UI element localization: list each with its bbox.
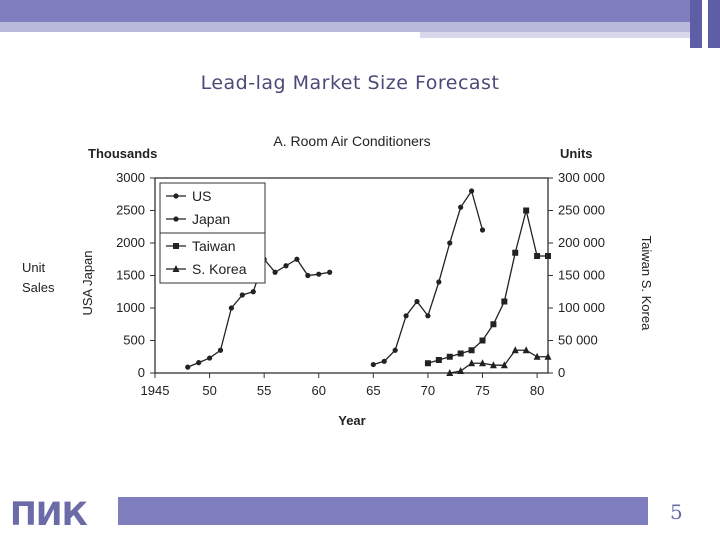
x-tick-label: 55 <box>257 383 271 398</box>
left-tick-label: 2000 <box>116 235 145 250</box>
legend-japan-marker <box>173 216 179 222</box>
air-conditioner-chart: A. Room Air Conditioners Thousands Units… <box>22 133 654 428</box>
right-tick-label: 50 000 <box>558 333 598 348</box>
series-s-korea-point <box>446 369 454 376</box>
series-japan-point <box>414 298 420 305</box>
legend: US Japan Taiwan S. Korea <box>159 182 266 284</box>
series-japan-point <box>447 240 453 246</box>
series-taiwan-point <box>534 253 541 259</box>
series-s-korea-point <box>511 346 519 354</box>
series-s-korea-point <box>500 361 508 369</box>
series-japan-point <box>436 279 442 285</box>
series-us-point <box>196 360 202 366</box>
legend-box-right-axis <box>159 232 266 284</box>
series-us-point <box>239 292 245 298</box>
left-tick-label: 0 <box>138 365 145 380</box>
series-s-korea-point <box>479 359 486 367</box>
series-us-point <box>305 272 311 279</box>
x-tick-label: 70 <box>421 383 435 398</box>
right-tick-label: 100 000 <box>558 300 605 315</box>
slide-title: Lead-lag Market Size Forecast <box>200 72 500 94</box>
series-japan-point <box>403 313 409 319</box>
series-taiwan-point <box>424 360 431 367</box>
series-us-point <box>272 269 278 275</box>
legend-s-korea-label: S. Korea <box>192 261 247 277</box>
series-s-korea-point <box>457 367 465 375</box>
series-taiwan-point <box>501 298 508 305</box>
right-tick-label: 150 000 <box>558 268 605 283</box>
series-us-point <box>206 355 213 361</box>
series-taiwan-line <box>427 210 548 364</box>
legend-taiwan-marker <box>173 243 179 249</box>
series-s-korea-point <box>468 359 476 367</box>
left-tick-label: 1000 <box>116 300 145 315</box>
series-s-korea-point <box>544 352 552 360</box>
x-tick-label: 80 <box>530 383 544 398</box>
series-taiwan-point <box>479 337 486 344</box>
outer-y-label: Unit Sales <box>22 260 55 295</box>
plot-area: 0 500 1000 1500 2000 2500 3000 0 50 000 100 000 15… <box>116 170 605 398</box>
series-us-point <box>217 347 224 353</box>
series-japan-point <box>468 188 475 194</box>
series-taiwan-point <box>468 347 475 354</box>
legend-us-label: US <box>192 188 211 204</box>
x-tick-label: 75 <box>475 383 489 398</box>
series-s-korea-point <box>522 346 530 354</box>
right-side-label: Taiwan S. Korea <box>639 236 654 331</box>
left-tick-label: 3000 <box>116 170 145 185</box>
series-japan-point <box>479 227 486 233</box>
series-taiwan-point <box>435 357 442 363</box>
series-taiwan-point <box>545 253 551 259</box>
series-taiwan-point <box>457 350 464 357</box>
right-tick-label: 0 <box>558 365 565 380</box>
series-us-point <box>228 305 235 311</box>
series-s-korea-point <box>489 361 497 369</box>
series-japan-point <box>425 313 431 319</box>
series-us-point <box>250 289 256 295</box>
x-tick-label: 65 <box>366 383 380 398</box>
x-tick-label: 60 <box>312 383 326 398</box>
left-tick-label: 2500 <box>116 203 145 218</box>
legend-box-left-axis <box>159 182 266 234</box>
series-us-point <box>294 256 300 262</box>
series-japan-line <box>373 189 484 366</box>
legend-s-korea-marker <box>172 265 180 272</box>
series-japan-point <box>458 204 464 210</box>
series-s-korea-point <box>533 352 541 360</box>
legend-us-marker <box>173 193 179 199</box>
legend-taiwan-label: Taiwan <box>192 238 236 254</box>
top-decoration <box>0 0 720 48</box>
left-side-label: USA Japan <box>80 250 95 315</box>
left-unit-label: Thousands <box>88 146 157 161</box>
x-tick-label: 50 <box>202 383 216 398</box>
series-taiwan-point <box>490 321 497 328</box>
series-japan-point <box>370 361 376 368</box>
series-japan-point <box>381 358 387 364</box>
left-tick-label: 500 <box>123 333 145 348</box>
footer-bar <box>118 497 648 525</box>
x-tick-label: 1945 <box>141 383 170 398</box>
right-tick-label: 250 000 <box>558 203 605 218</box>
series-us-point <box>327 269 333 275</box>
series-taiwan-point <box>523 207 530 214</box>
x-axis-label: Year <box>338 413 365 428</box>
right-tick-label: 200 000 <box>558 235 605 250</box>
page-number: 5 <box>670 500 683 524</box>
legend-japan-label: Japan <box>192 211 230 227</box>
series-us-point <box>283 263 289 269</box>
right-tick-label: 300 000 <box>558 170 605 185</box>
series-s-korea-line <box>449 349 548 374</box>
series-us-point <box>185 364 191 370</box>
logo: ПИК <box>10 495 88 533</box>
series-taiwan-point <box>512 249 519 256</box>
series-japan-point <box>392 347 398 353</box>
series-taiwan-point <box>446 353 453 360</box>
right-unit-label: Units <box>560 146 593 161</box>
left-tick-label: 1500 <box>116 268 145 283</box>
series-us-point <box>316 271 322 277</box>
chart-title: A. Room Air Conditioners <box>273 133 430 149</box>
